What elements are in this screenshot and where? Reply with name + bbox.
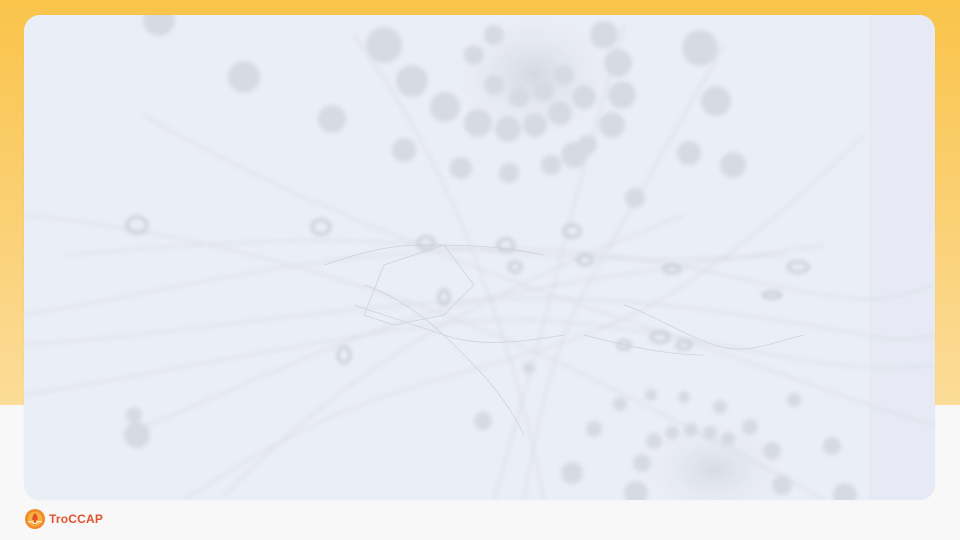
- abstract-neuron-network-image: [24, 15, 935, 500]
- troccap-logo-icon: [25, 509, 45, 529]
- slide-card: [24, 15, 935, 500]
- footer-brand: TroCCAP: [24, 507, 103, 531]
- brand-name: TroCCAP: [49, 512, 104, 526]
